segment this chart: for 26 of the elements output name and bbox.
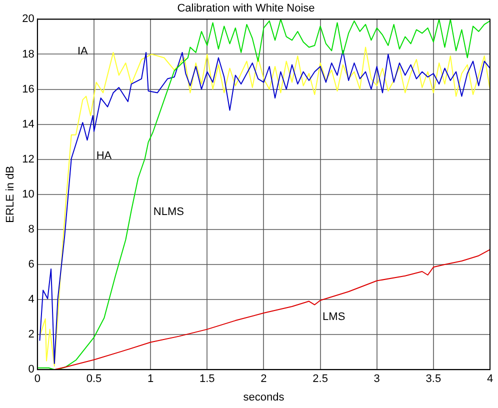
y-tick-label: 8	[28, 223, 34, 236]
x-tick-label: 0.5	[86, 373, 102, 386]
chart-title: Calibration with White Noise	[177, 2, 315, 15]
y-tick-label: 18	[22, 48, 34, 60]
y-tick-label: 14	[22, 118, 34, 130]
y-tick-label: 20	[22, 13, 34, 26]
y-tick-label: 6	[28, 258, 34, 271]
y-axis-title: ERLE in dB	[4, 166, 17, 223]
series-label: HA	[96, 150, 112, 162]
y-tick-label: 2	[28, 328, 34, 341]
x-tick-label: 1	[148, 373, 154, 386]
series-label: NLMS	[153, 206, 184, 218]
y-tick-label: 12	[22, 153, 34, 166]
y-tick-label: 16	[22, 83, 34, 96]
x-tick-label: 1.5	[200, 373, 215, 386]
x-axis-title: seconds	[243, 391, 285, 404]
x-tick-label: 3.5	[426, 373, 442, 386]
x-tick-label: 2.5	[312, 373, 328, 386]
x-tick-label: 3	[374, 373, 380, 386]
x-tick-label: 4	[486, 373, 494, 386]
text: IA	[77, 45, 89, 58]
series-label: LMS	[322, 311, 346, 324]
y-tick-label: 4	[28, 294, 34, 306]
y-tick-label: 10	[22, 188, 34, 200]
y-tick-label: 0	[28, 364, 34, 376]
x-tick-label: 2	[260, 373, 267, 386]
